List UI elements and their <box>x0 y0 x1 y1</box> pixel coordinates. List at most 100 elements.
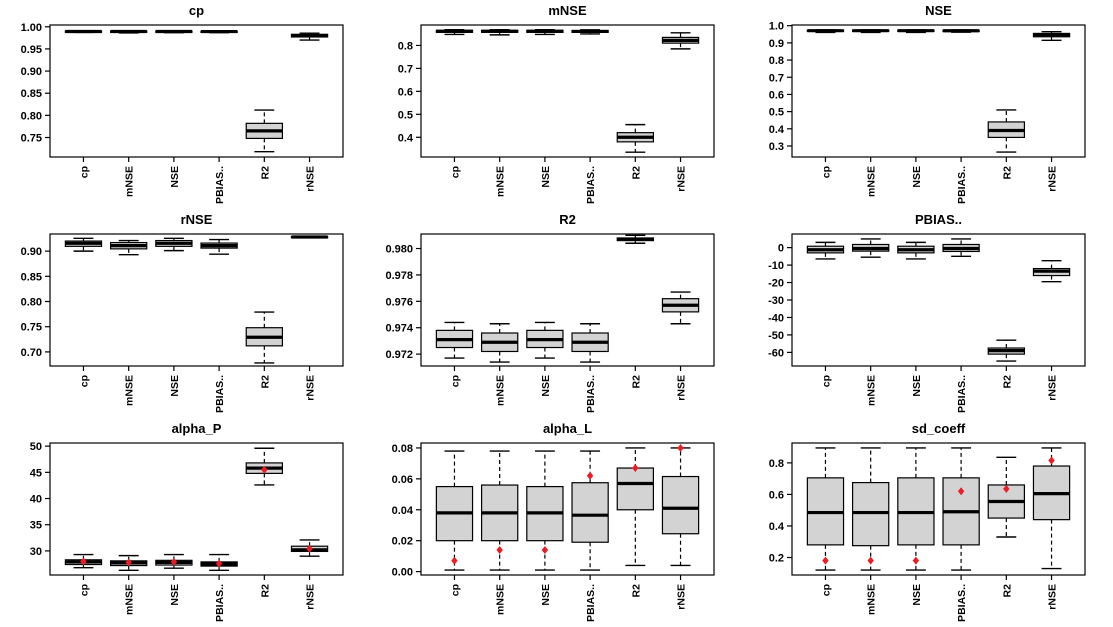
mean-point <box>586 471 594 480</box>
panel-title-nse: NSE <box>925 3 952 18</box>
x-axis-tick-label: PBIAS.. <box>956 375 968 413</box>
x-axis-tick-label: PBIAS.. <box>956 166 968 204</box>
x-axis-tick-label: cp <box>449 584 461 596</box>
y-axis-tick-label: 0.90 <box>21 66 42 78</box>
y-axis-tick-label: -20 <box>768 278 784 290</box>
y-axis-tick-label: 0.974 <box>385 323 413 335</box>
x-axis-tick-label: mNSE <box>866 166 878 197</box>
mean-point <box>170 557 178 566</box>
x-axis-tick-label: rNSE <box>676 375 688 401</box>
panel-title-alpha-p: alpha_P <box>171 421 222 436</box>
boxplot-canvas-r2: 0.980 0.978 0.976 0.974 0.972 cp mNSE NSE PBIAS.… <box>385 233 715 413</box>
y-axis-tick-label: 0.9 <box>769 38 784 50</box>
mean-point <box>125 558 132 567</box>
y-axis-tick-label: 0.06 <box>392 474 413 486</box>
mean-point <box>215 559 223 568</box>
boxplot-canvas-nse: 1.0 0.9 0.8 0.7 0.6 0.5 0.4 0.3 cp mNSE NSE PBIAS..… <box>769 21 1086 204</box>
y-axis-tick-label: -30 <box>768 295 784 307</box>
x-axis-tick-label: NSE <box>911 166 923 188</box>
y-axis-tick-label: 0.90 <box>21 246 42 258</box>
box <box>661 475 700 535</box>
y-axis-tick-label: 0.75 <box>21 133 42 145</box>
x-axis-tick-label: rNSE <box>1047 584 1059 610</box>
plot-box <box>49 442 344 576</box>
plot-box <box>420 233 715 367</box>
panel-title-sd-coeff: sd_coeff <box>911 421 966 436</box>
panel-rnse: rNSE 0.90 0.85 0.80 0.75 0.70 cp mNSE NSE PBIAS.… <box>0 209 371 418</box>
x-axis-tick-label: cp <box>820 166 832 178</box>
x-axis-tick-label: cp <box>78 375 90 387</box>
y-axis-tick-label: 0.4 <box>769 521 785 533</box>
y-axis-tick-label: 0 <box>778 243 784 255</box>
x-axis-tick-label: R2 <box>630 584 642 598</box>
y-axis-tick-label: 0.972 <box>385 349 413 361</box>
mean-point <box>496 545 503 554</box>
x-axis-tick-label: rNSE <box>1047 166 1059 192</box>
x-axis-tick-label: cp <box>449 375 461 387</box>
y-axis-tick-label: 0.8 <box>769 55 784 67</box>
mean-point <box>541 545 549 554</box>
x-axis-tick-label: NSE <box>540 584 552 606</box>
x-axis-tick-label: NSE <box>540 166 552 188</box>
x-axis-tick-label: NSE <box>169 584 181 606</box>
x-axis-tick-label: rNSE <box>305 375 317 401</box>
x-axis-tick-label: NSE <box>911 375 923 397</box>
y-axis-tick-label: 0.4 <box>398 132 414 144</box>
x-axis-tick-label: mNSE <box>866 375 878 406</box>
boxplot-canvas-alpha-l: 0.08 0.06 0.04 0.02 0.00 cp mNSE NSE PBIAS.. R2 rN… <box>392 442 715 622</box>
x-axis-tick-label: NSE <box>911 584 923 606</box>
y-axis-tick-label: 0.80 <box>21 110 42 122</box>
x-axis-tick-label: rNSE <box>1047 375 1059 401</box>
panel-title-pbias: PBIAS.. <box>915 212 962 227</box>
y-axis-tick-label: 0.5 <box>398 109 413 121</box>
x-axis-tick-label: R2 <box>1001 166 1013 180</box>
plot-box <box>420 442 715 576</box>
x-axis-tick-label: PBIAS.. <box>956 584 968 622</box>
y-axis-tick-label: 0.6 <box>769 489 784 501</box>
y-axis-tick-label: 0.978 <box>385 270 413 282</box>
panel-pbias: PBIAS.. 0 -10 -20 -30 -40 -50 -60 cp mNSE NSE PBIA… <box>742 209 1113 418</box>
x-axis-tick-label: R2 <box>630 375 642 389</box>
mean-point <box>261 465 268 474</box>
x-axis-tick-label: NSE <box>540 375 552 397</box>
plot-box <box>791 24 1086 158</box>
x-axis-tick-label: cp <box>78 584 90 596</box>
panel-alpha-l: alpha_L 0.08 0.06 0.04 0.02 0.00 cp mNSE NSE PBI… <box>371 418 742 627</box>
boxplot-canvas-sd-coeff: 0.8 0.6 0.4 0.2 cp mNSE NSE PBIAS.. R2 rNSE <box>769 442 1086 622</box>
panel-title-r2: R2 <box>559 212 576 227</box>
y-axis-tick-label: -60 <box>768 347 784 359</box>
x-axis-tick-label: PBIAS.. <box>585 584 597 622</box>
mean-point <box>912 556 920 565</box>
x-axis-tick-label: PBIAS.. <box>214 375 226 413</box>
mean-point <box>80 557 87 566</box>
mean-point <box>957 487 965 496</box>
mean-point <box>867 556 874 565</box>
y-axis-tick-label: 0.976 <box>385 296 413 308</box>
plot-box <box>791 233 1086 367</box>
x-axis-tick-label: R2 <box>1001 375 1013 389</box>
x-axis-tick-label: PBIAS.. <box>585 166 597 204</box>
x-axis-tick-label: PBIAS.. <box>214 166 226 204</box>
x-axis-tick-label: mNSE <box>124 375 136 406</box>
panel-r2: R2 0.980 0.978 0.976 0.974 0.972 cp mNSE NSE PBI… <box>371 209 742 418</box>
y-axis-tick-label: 0.85 <box>21 271 42 283</box>
y-axis-tick-label: -40 <box>768 312 784 324</box>
y-axis-tick-label: 0.02 <box>392 536 413 548</box>
y-axis-tick-label: 1.00 <box>21 22 42 34</box>
panel-title-rnse: rNSE <box>180 212 213 227</box>
boxplot-canvas-alpha-p: 50 45 40 35 30 cp mNSE NSE PBIAS.. R2 rNSE <box>30 441 344 622</box>
y-axis-tick-label: 0.04 <box>392 505 414 517</box>
y-axis-tick-label: 0.75 <box>21 322 42 334</box>
plot-box <box>791 442 1086 576</box>
x-axis-tick-label: PBIAS.. <box>585 375 597 413</box>
y-axis-tick-label: 50 <box>30 441 42 453</box>
plot-box <box>420 24 715 158</box>
x-axis-tick-label: R2 <box>259 584 271 598</box>
x-axis-tick-label: mNSE <box>866 584 878 615</box>
x-axis-tick-label: cp <box>449 166 461 178</box>
y-axis-tick-label: 0.85 <box>21 88 42 100</box>
y-axis-tick-label: 45 <box>30 467 42 479</box>
boxplot-canvas-cp: 1.00 0.95 0.90 0.85 0.80 0.75 cp mNSE NSE PBIAS..… <box>21 22 344 204</box>
y-axis-tick-label: 0.8 <box>398 40 413 52</box>
